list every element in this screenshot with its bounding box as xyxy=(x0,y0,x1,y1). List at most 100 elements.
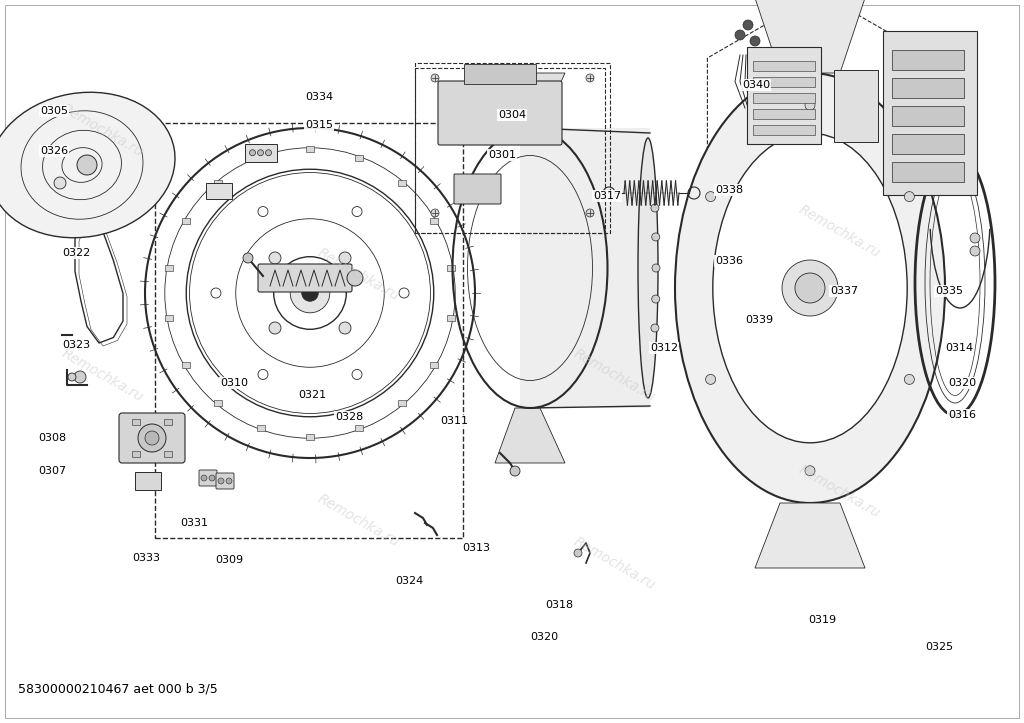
Text: 0310: 0310 xyxy=(220,378,248,388)
Circle shape xyxy=(347,270,362,286)
Text: 0311: 0311 xyxy=(440,416,468,426)
FancyBboxPatch shape xyxy=(216,473,234,489)
Text: Remochka.ru: Remochka.ru xyxy=(571,535,657,593)
Circle shape xyxy=(431,74,439,82)
Text: 0318: 0318 xyxy=(545,600,573,610)
FancyBboxPatch shape xyxy=(753,77,815,87)
Text: 0316: 0316 xyxy=(948,410,976,420)
Circle shape xyxy=(138,424,166,452)
Text: 0305: 0305 xyxy=(40,106,68,116)
FancyBboxPatch shape xyxy=(883,31,977,195)
Circle shape xyxy=(265,150,271,155)
Circle shape xyxy=(510,466,520,476)
Text: 0301: 0301 xyxy=(488,150,516,160)
Text: Remochka.ru: Remochka.ru xyxy=(571,347,657,405)
Circle shape xyxy=(339,322,351,334)
Circle shape xyxy=(743,20,753,30)
Circle shape xyxy=(269,322,281,334)
Circle shape xyxy=(586,74,594,82)
Text: 0325: 0325 xyxy=(925,642,953,652)
FancyBboxPatch shape xyxy=(165,265,173,271)
Ellipse shape xyxy=(675,73,945,503)
Circle shape xyxy=(805,466,815,476)
FancyBboxPatch shape xyxy=(892,134,964,154)
Text: 0315: 0315 xyxy=(305,120,333,130)
Circle shape xyxy=(243,253,253,263)
Circle shape xyxy=(211,288,221,298)
Circle shape xyxy=(750,36,760,46)
Text: Remochka.ru: Remochka.ru xyxy=(59,101,145,159)
Circle shape xyxy=(226,478,232,484)
FancyBboxPatch shape xyxy=(753,93,815,103)
Text: 0331: 0331 xyxy=(180,518,208,528)
Text: 0319: 0319 xyxy=(808,615,837,625)
Circle shape xyxy=(651,204,658,212)
Circle shape xyxy=(651,324,658,332)
Polygon shape xyxy=(755,503,865,568)
Circle shape xyxy=(735,30,745,40)
Text: 58300000210467 aet 000 b 3/5: 58300000210467 aet 000 b 3/5 xyxy=(18,682,218,695)
FancyBboxPatch shape xyxy=(181,218,189,224)
FancyBboxPatch shape xyxy=(165,315,173,321)
FancyBboxPatch shape xyxy=(132,450,140,456)
Ellipse shape xyxy=(713,133,907,442)
FancyBboxPatch shape xyxy=(520,128,650,408)
Ellipse shape xyxy=(0,93,175,238)
Circle shape xyxy=(269,252,281,264)
Text: 0320: 0320 xyxy=(530,632,558,642)
FancyBboxPatch shape xyxy=(430,362,438,368)
FancyBboxPatch shape xyxy=(181,362,189,368)
FancyBboxPatch shape xyxy=(355,155,364,161)
Circle shape xyxy=(145,431,159,445)
Text: 0335: 0335 xyxy=(935,286,963,296)
Text: 0323: 0323 xyxy=(62,340,90,350)
FancyBboxPatch shape xyxy=(164,450,172,456)
FancyBboxPatch shape xyxy=(746,47,821,144)
Circle shape xyxy=(795,273,825,303)
Circle shape xyxy=(970,233,980,243)
FancyBboxPatch shape xyxy=(454,174,501,204)
Text: 0320: 0320 xyxy=(948,378,976,388)
Circle shape xyxy=(904,375,914,385)
Text: 0339: 0339 xyxy=(745,315,773,325)
FancyBboxPatch shape xyxy=(306,434,314,440)
FancyBboxPatch shape xyxy=(398,180,407,186)
Text: 0308: 0308 xyxy=(38,433,67,443)
Text: 0322: 0322 xyxy=(62,248,90,258)
Circle shape xyxy=(209,475,215,481)
FancyBboxPatch shape xyxy=(306,147,314,153)
FancyBboxPatch shape xyxy=(834,70,878,142)
Text: 0304: 0304 xyxy=(498,110,526,120)
Circle shape xyxy=(651,295,659,303)
Text: Remochka.ru: Remochka.ru xyxy=(797,463,883,521)
Text: 0313: 0313 xyxy=(462,543,490,553)
FancyBboxPatch shape xyxy=(430,218,438,224)
FancyBboxPatch shape xyxy=(355,425,364,431)
Circle shape xyxy=(706,192,716,202)
Polygon shape xyxy=(495,408,565,463)
Circle shape xyxy=(706,375,716,385)
FancyBboxPatch shape xyxy=(753,61,815,71)
Circle shape xyxy=(290,273,330,313)
Polygon shape xyxy=(755,0,865,73)
FancyBboxPatch shape xyxy=(753,109,815,119)
Text: Remochka.ru: Remochka.ru xyxy=(315,246,401,304)
Text: 0324: 0324 xyxy=(395,576,423,586)
Circle shape xyxy=(218,478,224,484)
Circle shape xyxy=(302,285,318,301)
FancyBboxPatch shape xyxy=(135,472,161,490)
Circle shape xyxy=(431,209,439,217)
Circle shape xyxy=(574,549,582,557)
FancyBboxPatch shape xyxy=(892,50,964,70)
FancyBboxPatch shape xyxy=(132,419,140,425)
Circle shape xyxy=(586,209,594,217)
Circle shape xyxy=(201,475,207,481)
FancyBboxPatch shape xyxy=(258,264,352,292)
Text: 0338: 0338 xyxy=(715,185,743,195)
Circle shape xyxy=(651,233,659,241)
FancyBboxPatch shape xyxy=(447,315,456,321)
FancyBboxPatch shape xyxy=(892,78,964,98)
FancyBboxPatch shape xyxy=(119,413,185,463)
Circle shape xyxy=(77,155,97,175)
Text: 0334: 0334 xyxy=(305,92,333,102)
